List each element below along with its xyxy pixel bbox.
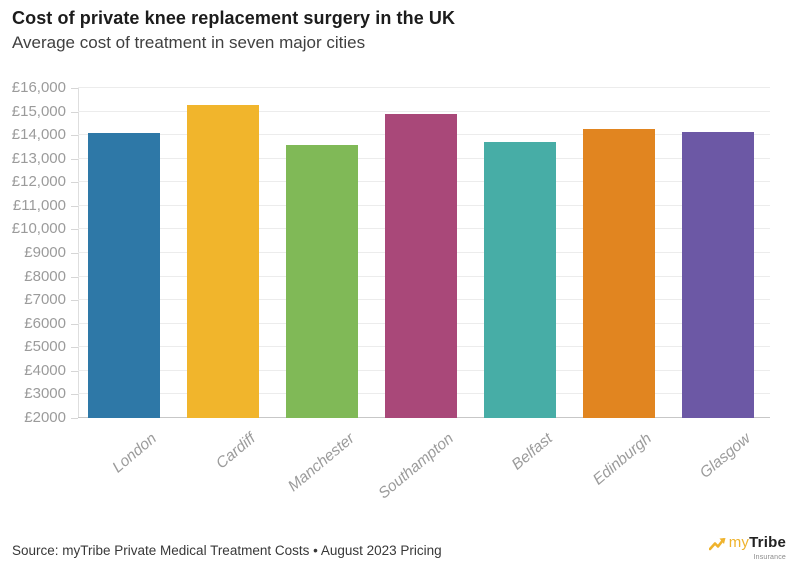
y-axis-line (78, 88, 79, 418)
y-tick-label: £13,000 (11, 149, 66, 167)
y-tick-mark (71, 347, 78, 349)
y-tick-mark (71, 205, 78, 207)
y-tick-mark (71, 158, 78, 160)
chart-title: Cost of private knee replacement surgery… (12, 8, 456, 28)
y-tick-label: £4000 (24, 361, 66, 379)
logo-text: myTribe Insurance (729, 535, 786, 565)
source-line: Source: myTribe Private Medical Treatmen… (12, 543, 442, 558)
y-tick-label: £16,000 (11, 79, 66, 96)
chart-subtitle: Average cost of treatment in seven major… (12, 33, 366, 52)
y-tick-label: £8000 (24, 267, 66, 285)
logo-insurance: Insurance (753, 554, 786, 561)
bar-cardiff (187, 104, 259, 418)
gridline-15000 (78, 110, 770, 112)
y-tick-label: £6000 (24, 314, 66, 332)
logo-my: my (728, 534, 750, 551)
logo-wordmark: myTribe (729, 535, 786, 550)
plot-area: London Cardiff Manchester Southampton Belfas… (78, 87, 770, 502)
y-tick-label: £11,000 (12, 196, 66, 214)
bar-southampton (385, 113, 457, 418)
y-tick-mark (71, 88, 78, 89)
y-tick-label: £7000 (24, 291, 66, 309)
y-tick-mark (71, 394, 78, 396)
y-tick-mark (71, 182, 78, 184)
y-tick-label: £2000 (24, 409, 66, 426)
y-tick-label: £9000 (24, 244, 66, 261)
y-tick-label: £15,000 (11, 102, 66, 120)
logo-arrow-icon (708, 538, 726, 556)
y-tick-label: £5000 (24, 338, 66, 356)
bar-belfast (484, 142, 556, 418)
bar-manchester (286, 144, 358, 418)
y-tick-label: £10,000 (11, 220, 66, 238)
gridline-16000 (78, 87, 770, 88)
y-tick-label: £3000 (24, 385, 66, 403)
logo-tribe: Tribe (749, 534, 786, 551)
bar-london (88, 132, 160, 418)
mytribe-logo: myTribe Insurance (708, 535, 786, 565)
y-tick-mark (71, 323, 78, 325)
bar-edinburgh (583, 129, 655, 418)
y-tick-mark (71, 229, 78, 231)
y-tick-mark (71, 370, 78, 372)
bar-glasgow (682, 131, 754, 418)
y-tick-mark (71, 111, 78, 113)
y-tick-mark (71, 135, 78, 137)
y-tick-mark (71, 300, 78, 302)
y-tick-label: £14,000 (11, 126, 66, 144)
y-tick-mark (71, 276, 78, 278)
y-tick-mark (71, 253, 78, 254)
y-tick-mark (71, 418, 78, 419)
y-tick-label: £12,000 (11, 173, 66, 191)
